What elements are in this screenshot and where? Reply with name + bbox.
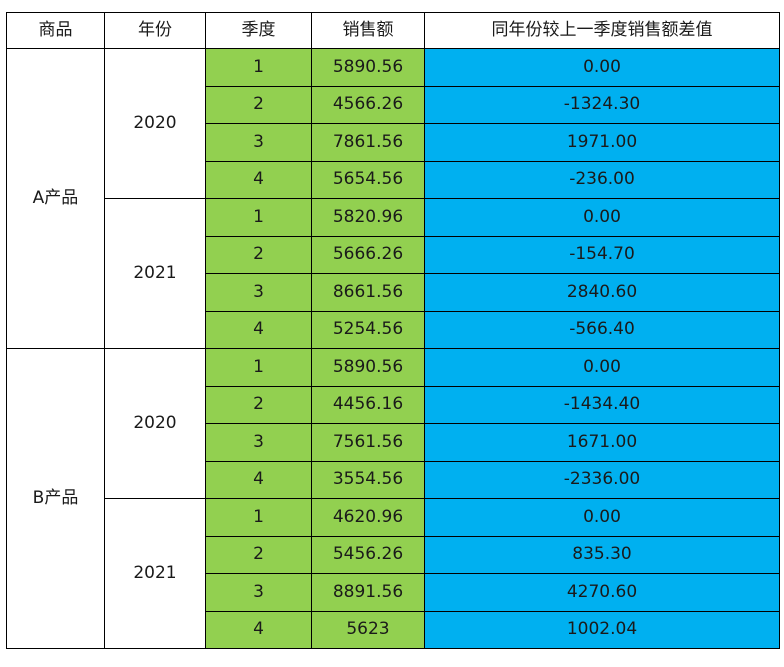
- quarter-cell[interactable]: 4: [205, 160, 312, 199]
- quarter-cell[interactable]: 2: [205, 385, 312, 424]
- sales-cell[interactable]: 5890.56: [311, 48, 425, 87]
- quarter-cell[interactable]: 3: [205, 573, 312, 612]
- header-year[interactable]: 年份: [104, 12, 206, 49]
- sales-cell[interactable]: 4566.26: [311, 85, 425, 124]
- diff-cell[interactable]: 1971.00: [424, 123, 780, 162]
- year-cell[interactable]: 2020: [104, 348, 206, 499]
- table-row: 2 4566.26 -1324.30: [7, 85, 780, 124]
- quarter-cell[interactable]: 1: [205, 48, 312, 87]
- table-row: 2 5666.26 -154.70: [7, 235, 780, 274]
- table-row: 4 3554.56 -2336.00: [7, 460, 780, 499]
- table-row: 2021 1 5820.96 0.00: [7, 198, 780, 349]
- table-row: A产品 2020 1 5890.56 0.00: [6, 48, 780, 349]
- quarter-cell[interactable]: 4: [205, 610, 312, 649]
- sales-cell[interactable]: 8891.56: [311, 573, 425, 612]
- quarter-cell[interactable]: 3: [205, 123, 312, 162]
- table-row: 4 5654.56 -236.00: [7, 160, 780, 199]
- quarter-cell[interactable]: 1: [205, 348, 312, 387]
- sales-cell[interactable]: 4620.96: [311, 498, 425, 537]
- year-cell[interactable]: 2021: [104, 198, 206, 349]
- table-header: 商品 年份 季度 销售额 同年份较上一季度销售额差值: [6, 12, 780, 49]
- sales-cell[interactable]: 5890.56: [311, 348, 425, 387]
- quarter-cell[interactable]: 3: [205, 423, 312, 462]
- quarter-cell[interactable]: 1: [205, 498, 312, 537]
- table-row: 2 5456.26 835.30: [7, 535, 780, 574]
- diff-cell[interactable]: 0.00: [424, 48, 780, 87]
- quarter-cell[interactable]: 2: [205, 535, 312, 574]
- sales-cell[interactable]: 5654.56: [311, 160, 425, 199]
- diff-cell[interactable]: 0.00: [424, 348, 780, 387]
- header-product[interactable]: 商品: [6, 12, 105, 49]
- table-row: 4 5623 1002.04: [7, 610, 780, 649]
- header-diff[interactable]: 同年份较上一季度销售额差值: [424, 12, 780, 49]
- diff-cell[interactable]: -236.00: [424, 160, 780, 199]
- diff-cell[interactable]: 4270.60: [424, 573, 780, 612]
- sales-cell[interactable]: 8661.56: [311, 273, 425, 312]
- quarter-cell[interactable]: 2: [205, 85, 312, 124]
- sales-cell[interactable]: 5820.96: [311, 198, 425, 237]
- quarter-cell[interactable]: 4: [205, 310, 312, 349]
- diff-cell[interactable]: 835.30: [424, 535, 780, 574]
- diff-cell[interactable]: 0.00: [424, 198, 780, 237]
- diff-cell[interactable]: -154.70: [424, 235, 780, 274]
- table-row: 3 8891.56 4270.60: [7, 573, 780, 612]
- header-quarter[interactable]: 季度: [205, 12, 312, 49]
- diff-cell[interactable]: 1671.00: [424, 423, 780, 462]
- product-cell[interactable]: A产品: [6, 48, 105, 349]
- quarter-cell[interactable]: 2: [205, 235, 312, 274]
- sales-cell[interactable]: 5623: [311, 610, 425, 649]
- sales-cell[interactable]: 7561.56: [311, 423, 425, 462]
- sales-table: 商品 年份 季度 销售额 同年份较上一季度销售额差值 A产品 2020 1 5890.…: [6, 12, 780, 649]
- sales-cell[interactable]: 7861.56: [311, 123, 425, 162]
- diff-cell[interactable]: -1324.30: [424, 85, 780, 124]
- table-row: 3 7561.56 1671.00: [7, 423, 780, 462]
- diff-cell[interactable]: 0.00: [424, 498, 780, 537]
- quarter-cell[interactable]: 3: [205, 273, 312, 312]
- sales-cell[interactable]: 5666.26: [311, 235, 425, 274]
- sales-cell[interactable]: 5254.56: [311, 310, 425, 349]
- quarter-cell[interactable]: 1: [205, 198, 312, 237]
- diff-cell[interactable]: -2336.00: [424, 460, 780, 499]
- quarter-cell[interactable]: 4: [205, 460, 312, 499]
- sales-cell[interactable]: 4456.16: [311, 385, 425, 424]
- table-row: 3 7861.56 1971.00: [7, 123, 780, 162]
- table-row: 4 5254.56 -566.40: [7, 310, 780, 349]
- header-row: 商品 年份 季度 销售额 同年份较上一季度销售额差值: [6, 12, 780, 49]
- sales-cell[interactable]: 3554.56: [311, 460, 425, 499]
- diff-cell[interactable]: -1434.40: [424, 385, 780, 424]
- sales-cell[interactable]: 5456.26: [311, 535, 425, 574]
- diff-cell[interactable]: 1002.04: [424, 610, 780, 649]
- table-body: A产品 2020 1 5890.56 0.00 2 4566.26 -1324.30 3 7861…: [6, 48, 780, 649]
- diff-cell[interactable]: 2840.60: [424, 273, 780, 312]
- table-row: 2 4456.16 -1434.40: [7, 385, 780, 424]
- diff-cell[interactable]: -566.40: [424, 310, 780, 349]
- year-cell[interactable]: 2020: [104, 48, 206, 199]
- product-cell[interactable]: B产品: [6, 348, 105, 649]
- table-row: B产品 2020 1 5890.56 0.00: [6, 348, 780, 649]
- table-row: 2021 1 4620.96 0.00: [7, 498, 780, 649]
- year-cell[interactable]: 2021: [104, 498, 206, 649]
- header-sales[interactable]: 销售额: [311, 12, 425, 49]
